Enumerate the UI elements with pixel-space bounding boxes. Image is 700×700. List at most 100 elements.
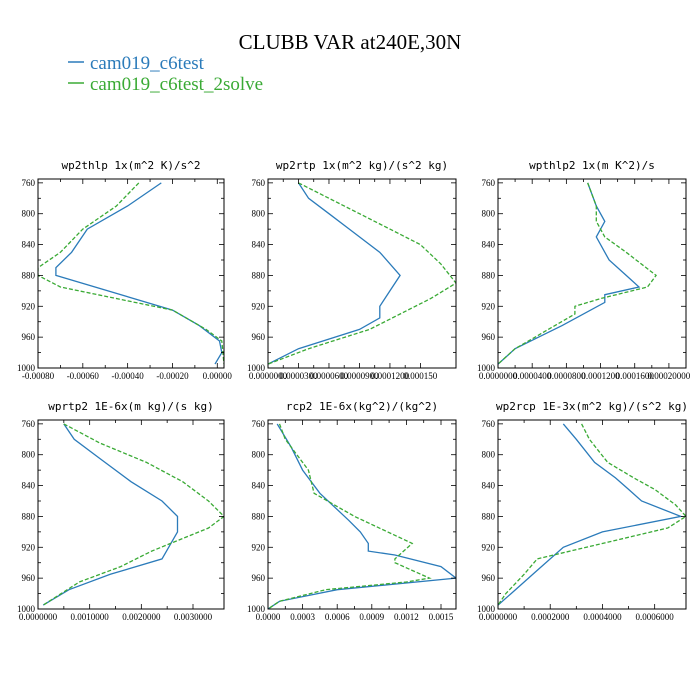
y-tick-label: 960 xyxy=(482,573,496,583)
plot-frame xyxy=(267,419,457,610)
panel-4: wprtp2 1E-6x(m kg)/(s kg) 760 800 840 880 920… xyxy=(17,400,225,622)
x-tick-label: 0.0000000 xyxy=(249,371,288,381)
x-tick-label: 0.00020000 xyxy=(648,371,691,381)
y-tick-label: 840 xyxy=(22,481,36,491)
x-tick-label: 0.0001600 xyxy=(616,371,655,381)
y-tick-label: 840 xyxy=(482,240,496,250)
panel-title: rcp2 1E-6x(kg^2)/(kg^2) xyxy=(286,400,438,413)
panel-title: wp2rtp 1x(m^2 kg)/(s^2 kg) xyxy=(276,159,448,172)
y-tick-label: 880 xyxy=(22,270,36,280)
y-tick-label: 1000 xyxy=(247,363,266,373)
x-tick-label: 0.0000 xyxy=(256,612,281,622)
y-tick-label: 880 xyxy=(482,511,496,521)
y-tick-label: 1000 xyxy=(477,363,496,373)
y-tick-label: 920 xyxy=(252,542,266,552)
panel-title: wp2rcp 1E-3x(m^2 kg)/(s^2 kg) xyxy=(496,400,688,413)
x-tick-label: 0.0001200 xyxy=(371,371,410,381)
series-line-1 xyxy=(498,182,641,365)
panel-title: wpthlp2 1x(m K^2)/s xyxy=(529,159,655,172)
x-tick-label: 0.0012 xyxy=(394,612,419,622)
y-tick-label: 1000 xyxy=(477,604,496,614)
x-tick-label: 0.0002000 xyxy=(531,612,570,622)
legend: cam019_c6test cam019_c6test_2solve xyxy=(68,53,263,95)
legend-label-2: cam019_c6test_2solve xyxy=(90,74,263,95)
x-tick-label: 0.0003 xyxy=(290,612,315,622)
x-tick-label: -0.00040 xyxy=(112,371,145,381)
panel-6: wp2rcp 1E-3x(m^2 kg)/(s^2 kg)760 800 840 88… xyxy=(477,400,688,622)
x-tick-label: 0.0000000 xyxy=(19,612,58,622)
y-tick-label: 920 xyxy=(482,301,496,311)
y-tick-label: 960 xyxy=(252,332,266,342)
y-tick-label: 760 xyxy=(482,178,496,188)
x-tick-label: 0.0000800 xyxy=(547,371,586,381)
x-tick-label: 0.0006000 xyxy=(636,612,675,622)
y-tick-label: 960 xyxy=(482,332,496,342)
series-line-1 xyxy=(268,423,456,609)
panel-3: wpthlp2 1x(m K^2)/s 760 800 840 880 920 960 100… xyxy=(477,159,691,381)
x-tick-label: 0.0000000 xyxy=(479,371,518,381)
plot-frame xyxy=(497,178,687,369)
x-tick-label: 0.0004000 xyxy=(583,612,622,622)
y-tick-label: 800 xyxy=(22,450,36,460)
x-tick-label: 0.0000900 xyxy=(340,371,379,381)
y-tick-label: 960 xyxy=(22,332,36,342)
y-tick-label: 880 xyxy=(22,511,36,521)
y-tick-label: 1000 xyxy=(17,363,36,373)
panel-5: rcp2 1E-6x(kg^2)/(kg^2) 760 800 840 880 920 96… xyxy=(247,400,457,622)
panel-title: wp2thlp 1x(m^2 K)/s^2 xyxy=(61,159,200,172)
x-tick-label: 0.0001200 xyxy=(581,371,620,381)
panel-2: wp2rtp 1x(m^2 kg)/(s^2 kg) 760 800 840 880 92… xyxy=(247,159,457,381)
series-line-1 xyxy=(55,182,223,365)
x-tick-label: 0.0000000 xyxy=(479,612,518,622)
y-tick-label: 880 xyxy=(252,270,266,280)
series-line-2 xyxy=(268,182,456,365)
series-line-1 xyxy=(498,423,684,606)
y-tick-label: 800 xyxy=(252,209,266,219)
series-line-2 xyxy=(38,182,224,365)
y-tick-label: 760 xyxy=(22,419,36,429)
y-tick-label: 800 xyxy=(482,450,496,460)
y-tick-label: 920 xyxy=(482,542,496,552)
y-tick-label: 960 xyxy=(252,573,266,583)
y-tick-label: 800 xyxy=(482,209,496,219)
y-tick-label: 840 xyxy=(252,481,266,491)
figure-title: CLUBB VAR at240E,30N xyxy=(239,30,462,54)
series-line-1 xyxy=(42,423,179,606)
x-tick-label: 0.0000600 xyxy=(310,371,349,381)
panels: wp2thlp 1x(m^2 K)/s^2 760 800 840 880 920 960 1… xyxy=(17,159,691,622)
x-tick-label: 0.0000300 xyxy=(279,371,318,381)
y-tick-label: 800 xyxy=(252,450,266,460)
plot-frame xyxy=(37,419,225,610)
legend-label-1: cam019_c6test xyxy=(90,53,205,74)
y-tick-label: 920 xyxy=(22,301,36,311)
x-tick-label: -0.00060 xyxy=(67,371,100,381)
x-tick-label: 0.0020000 xyxy=(122,612,161,622)
x-tick-label: 0.0006 xyxy=(325,612,350,622)
y-tick-label: 1000 xyxy=(247,604,266,614)
y-tick-label: 920 xyxy=(252,301,266,311)
y-tick-label: 840 xyxy=(252,240,266,250)
y-tick-label: 960 xyxy=(22,573,36,583)
y-tick-label: 840 xyxy=(22,240,36,250)
series-line-2 xyxy=(268,423,432,609)
x-tick-label: -0.00020 xyxy=(156,371,189,381)
x-tick-label: 0.0010000 xyxy=(71,612,110,622)
x-tick-label: 0.0000400 xyxy=(513,371,552,381)
x-tick-label: 0.0009 xyxy=(359,612,384,622)
y-tick-label: 880 xyxy=(252,511,266,521)
plot-frame xyxy=(37,178,225,369)
y-tick-label: 880 xyxy=(482,270,496,280)
plot-frame xyxy=(267,178,457,369)
y-tick-label: 920 xyxy=(22,542,36,552)
y-tick-label: 840 xyxy=(482,481,496,491)
x-tick-label: 0.00000 xyxy=(203,371,233,381)
y-tick-label: 800 xyxy=(22,209,36,219)
y-tick-label: 1000 xyxy=(17,604,36,614)
y-tick-label: 760 xyxy=(252,178,266,188)
series-line-2 xyxy=(498,182,658,365)
series-line-1 xyxy=(268,182,401,365)
y-tick-label: 760 xyxy=(22,178,36,188)
y-tick-label: 760 xyxy=(252,419,266,429)
panel-title: wprtp2 1E-6x(m kg)/(s kg) xyxy=(48,400,214,413)
